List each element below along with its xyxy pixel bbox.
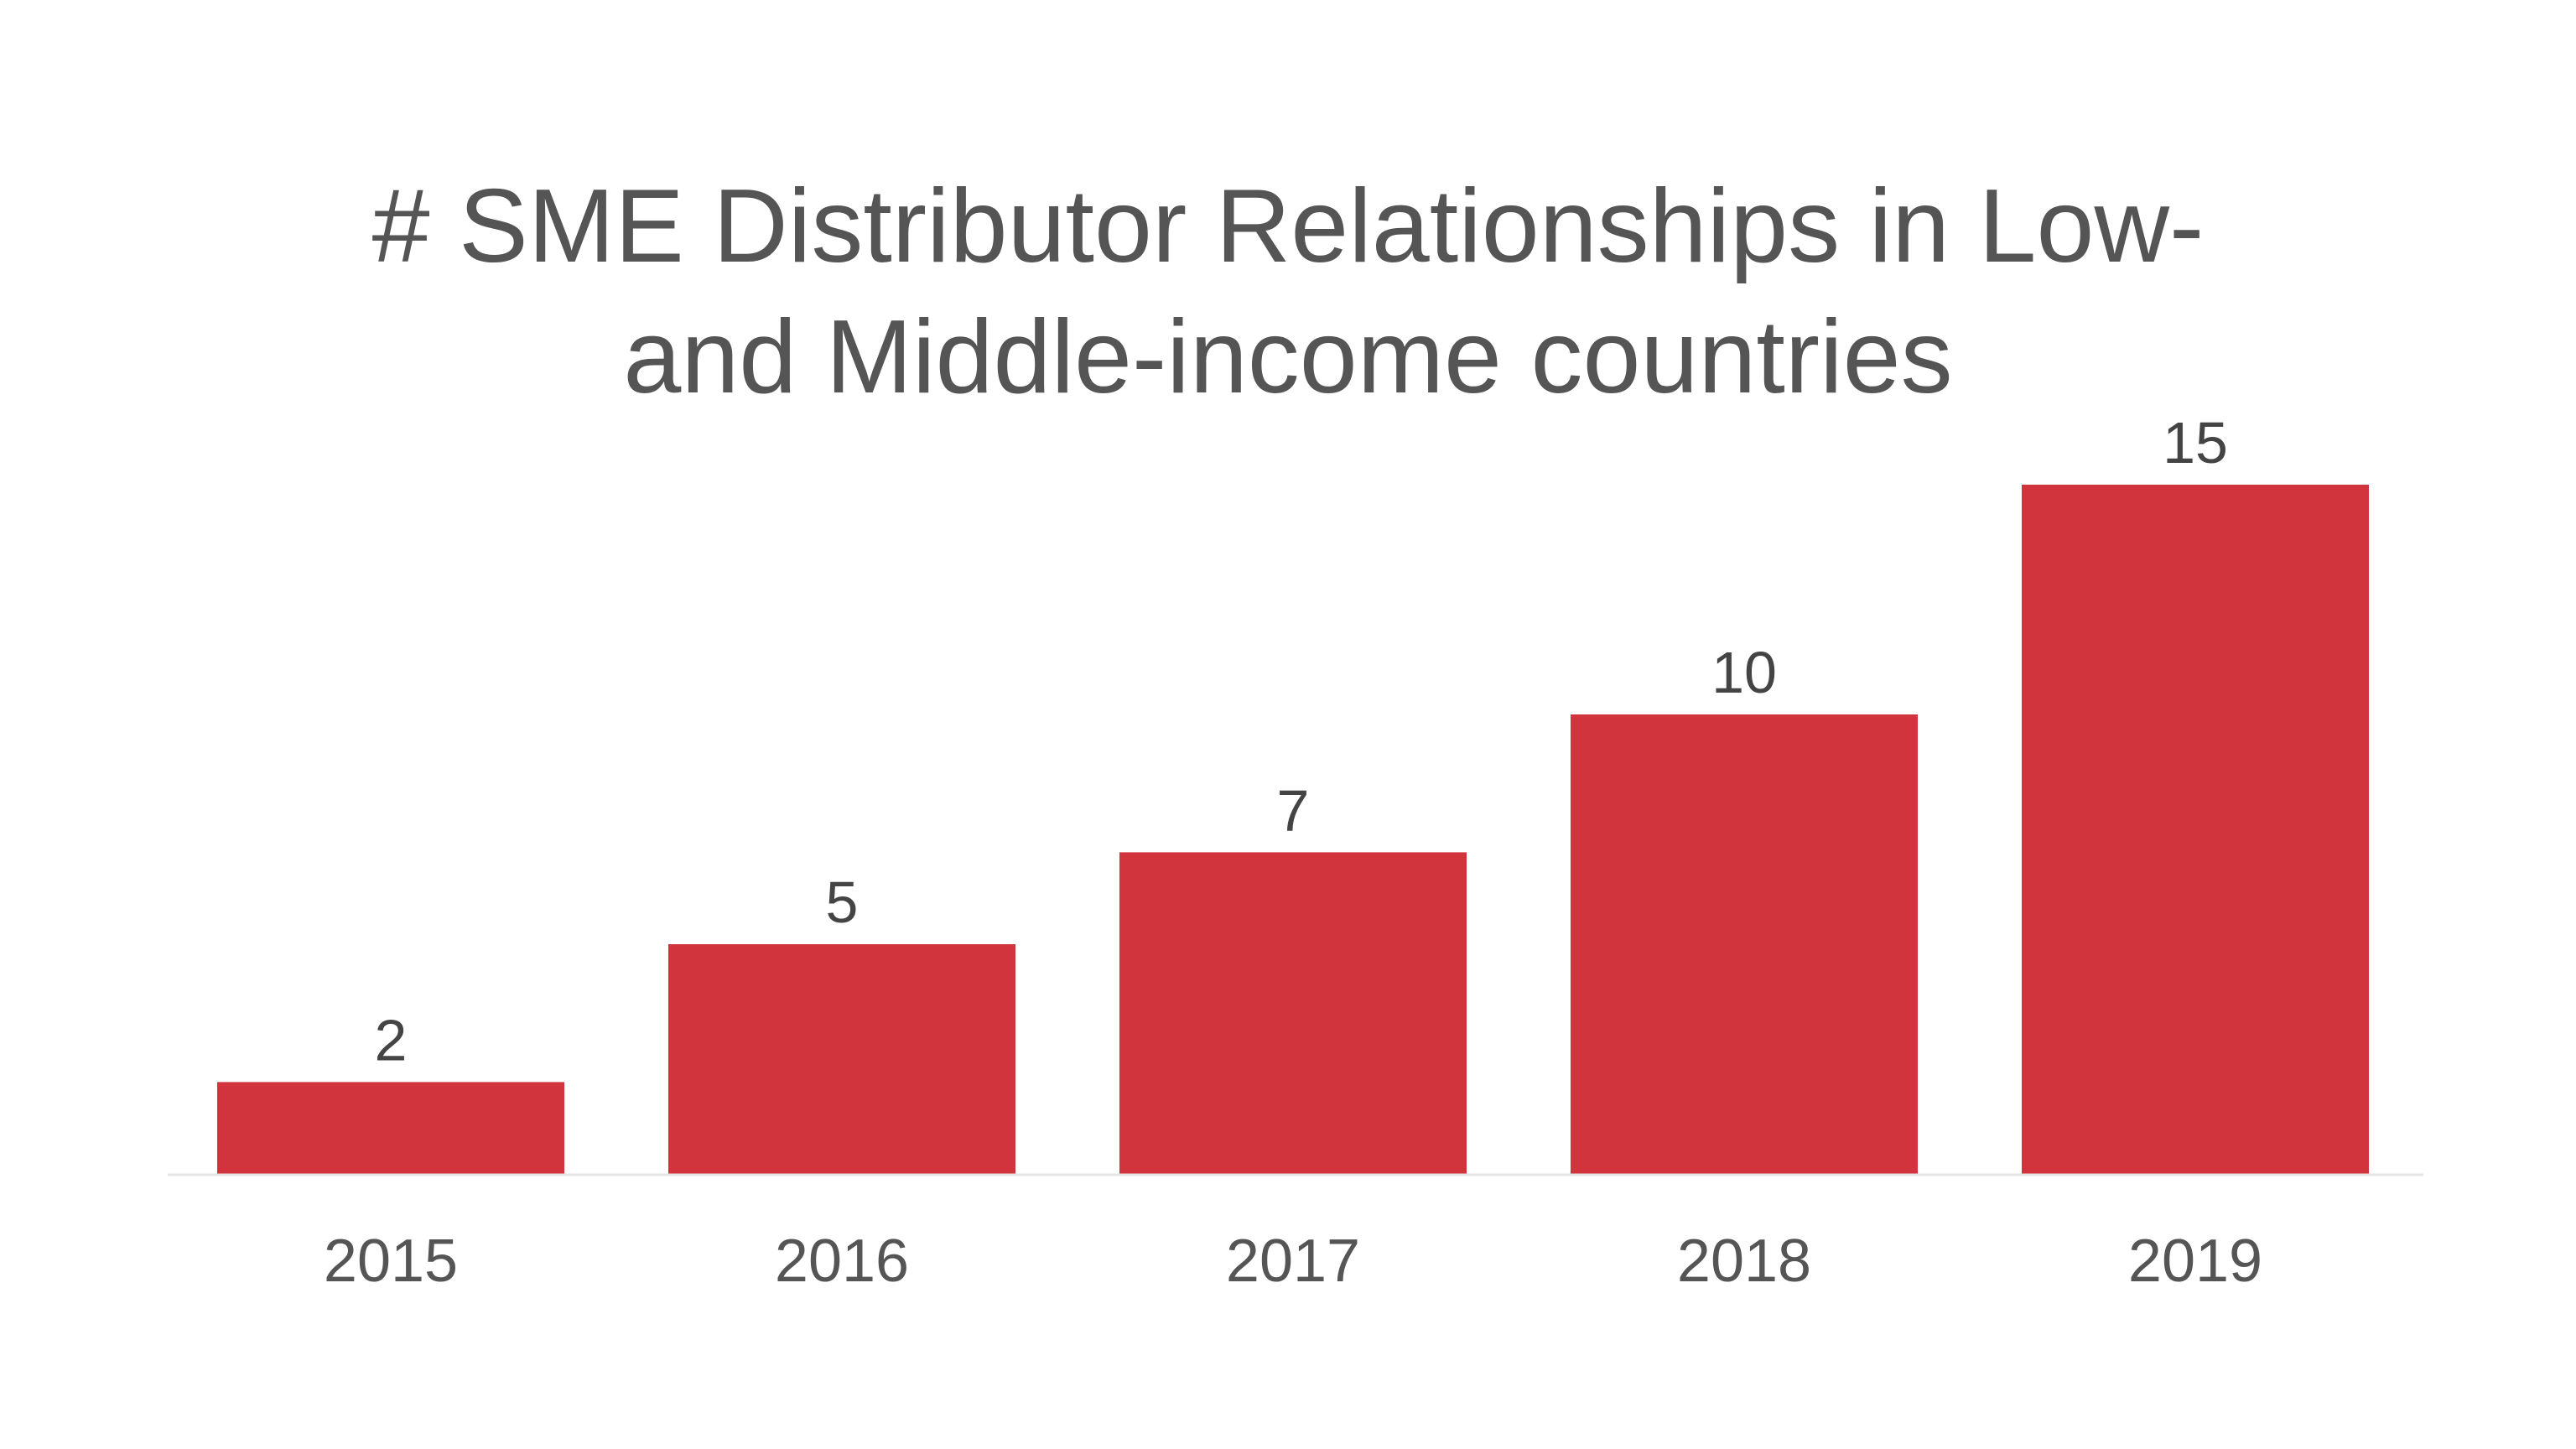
x-tick-label-2016: 2016 (775, 1228, 909, 1295)
x-tick-labels-group: 2015 2016 2017 2018 2019 (324, 1228, 2262, 1295)
data-label-2018: 10 (1711, 640, 1777, 705)
data-label-2017: 7 (1277, 777, 1310, 843)
chart-title: # SME Distributor Relationships in Low- … (0, 161, 2576, 423)
data-label-2019: 15 (2163, 410, 2228, 475)
x-tick-label-2019: 2019 (2128, 1228, 2262, 1295)
x-tick-label-2017: 2017 (1226, 1228, 1360, 1295)
bar-2018 (1571, 714, 1918, 1174)
x-tick-label-2018: 2018 (1677, 1228, 1811, 1295)
data-label-2016: 5 (826, 870, 859, 935)
bar-2016 (668, 944, 1015, 1174)
bar-2017 (1119, 852, 1467, 1174)
bar-2019 (2022, 485, 2369, 1174)
x-tick-label-2015: 2015 (324, 1228, 458, 1295)
value-labels-group: 2 5 7 10 15 (375, 410, 2228, 1072)
chart-title-line-2: and Middle-income countries (623, 299, 1953, 415)
bars-group (217, 485, 2369, 1174)
chart-title-line-1: # SME Distributor Relationships in Low- (371, 169, 2205, 284)
data-label-2015: 2 (375, 1007, 408, 1072)
bar-2015 (217, 1082, 564, 1174)
